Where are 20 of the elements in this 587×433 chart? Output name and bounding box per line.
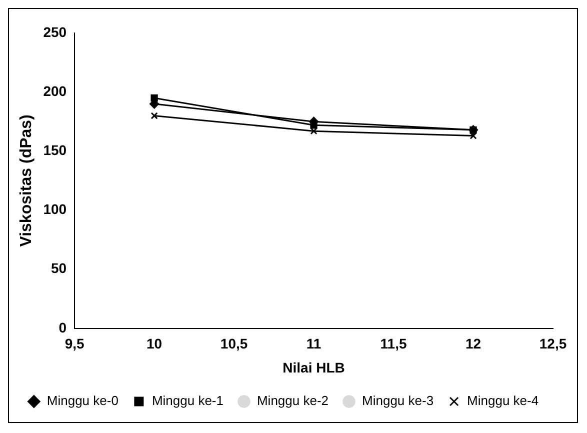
legend-label: Minggu ke-1 [152,393,224,408]
x-tick-label: 12,5 [539,336,567,352]
y-tick-label: 250 [43,24,67,40]
x-tick-label: 10,5 [220,336,248,352]
y-tick-label: 0 [58,319,67,336]
x-tick-label: 11 [306,336,322,352]
y-tick-label: 150 [43,142,67,158]
y-tick-label: 50 [50,260,67,276]
legend-label: Minggu ke-2 [256,393,329,408]
x-tick-label: 10 [146,336,162,352]
legend-label: Minggu ke-3 [362,393,434,408]
legend-label: Minggu ke-0 [46,393,118,408]
x-tick-label: 9,5 [64,336,84,352]
y-tick-label: 200 [43,82,67,99]
y-axis-title: Viskositas (dPas) [18,114,36,247]
x-tick-label: 11,5 [380,336,407,352]
x-axis-title: Nilai HLB [282,359,345,376]
legend-label: Minggu ke-4 [467,393,539,408]
x-tick-label: 12 [465,336,482,352]
y-tick-label: 100 [43,201,67,218]
